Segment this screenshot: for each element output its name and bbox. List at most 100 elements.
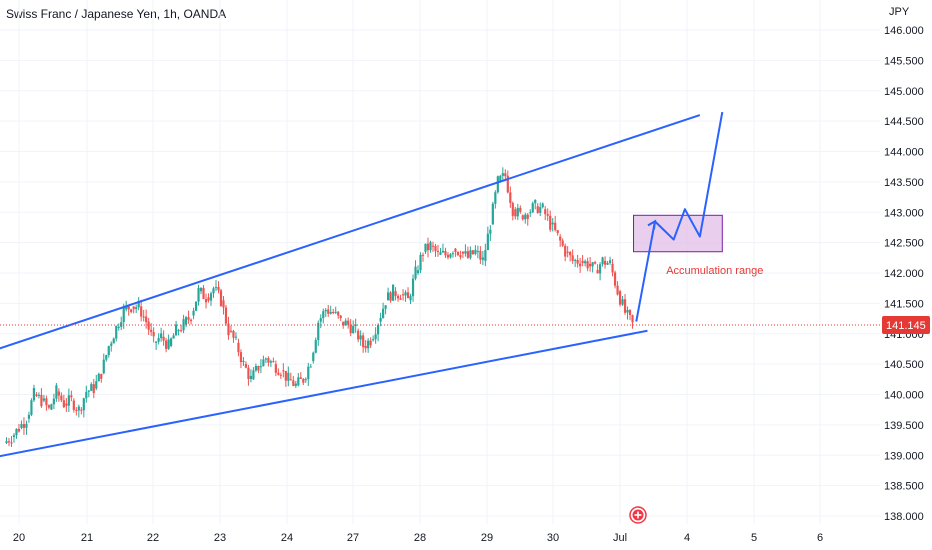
candle-body: [354, 324, 357, 327]
candle-body: [601, 257, 604, 265]
candle-body: [514, 209, 517, 217]
candle-body: [372, 339, 375, 341]
candle-body: [70, 395, 73, 398]
candle-body: [586, 261, 589, 269]
candle-body: [456, 251, 460, 256]
y-tick-label: 143.500: [884, 177, 924, 189]
candle-body: [242, 360, 245, 363]
candle-body: [556, 230, 559, 234]
candle-body: [294, 383, 297, 386]
time-axis[interactable]: 20 21 22 23 24 27 28 29 30 Jul 4 5 6: [13, 532, 823, 544]
candle-body: [312, 352, 315, 362]
candle-body: [479, 250, 482, 260]
y-tick-label: 146.000: [884, 25, 924, 37]
candle-body: [324, 309, 327, 312]
candle-body: [621, 299, 624, 305]
candle-body: [259, 366, 262, 368]
candle-body: [409, 296, 412, 301]
candle-body: [292, 380, 295, 386]
axis-corner: [882, 528, 930, 548]
candle-body: [122, 306, 125, 323]
candle-body: [120, 322, 123, 327]
candle-body: [142, 316, 145, 318]
candle-body: [269, 361, 272, 363]
candle-body: [329, 312, 332, 314]
candle-body: [631, 315, 634, 323]
candle-body: [628, 310, 632, 316]
candle-body: [449, 254, 452, 258]
candle-body: [339, 315, 342, 319]
y-tick-label: 141.500: [884, 298, 924, 310]
candle-body: [5, 441, 8, 444]
candle-body: [30, 400, 33, 415]
candle-body: [559, 236, 562, 241]
candle-body: [287, 372, 290, 381]
candle-body: [589, 263, 592, 267]
candle-body: [80, 409, 83, 411]
candle-body: [87, 390, 90, 392]
price-axis[interactable]: JPY 138.000 138.500 139.000 139.500 140.000 14…: [882, 6, 930, 523]
trendline-lower[interactable]: [0, 329, 648, 459]
candle-body: [464, 251, 467, 254]
candle-body: [506, 175, 509, 193]
candle-body: [414, 266, 417, 279]
candle-body: [509, 192, 512, 203]
projection-path[interactable]: [635, 111, 724, 322]
candle-body: [314, 339, 317, 353]
candle-body: [252, 370, 255, 380]
candle-body: [155, 341, 158, 343]
candle-body: [466, 251, 470, 258]
candle-body: [309, 366, 312, 368]
candle-body: [62, 400, 65, 408]
candle-body: [212, 288, 215, 294]
candle-body: [187, 317, 190, 320]
candle-body: [45, 398, 48, 406]
candle-body: [574, 259, 577, 261]
candle-body: [404, 292, 407, 296]
candle-body: [416, 270, 420, 273]
candle-body: [207, 297, 210, 301]
candle-body: [519, 207, 522, 212]
candle-body: [284, 370, 287, 381]
candle-body: [202, 287, 205, 299]
accumulation-zone[interactable]: [633, 214, 723, 253]
candle-body: [247, 367, 250, 380]
candle-body: [444, 250, 447, 256]
candle-body: [35, 394, 38, 396]
candle-body: [344, 320, 347, 326]
candle-body: [566, 251, 569, 253]
candle-body: [606, 263, 609, 265]
candle-body: [584, 261, 587, 264]
candle-body: [50, 404, 53, 410]
candle-body: [623, 299, 627, 313]
candle-body: [194, 301, 198, 311]
candles: [5, 167, 634, 447]
candle-body: [60, 395, 63, 401]
candle-body: [446, 254, 450, 258]
candle-body: [461, 251, 465, 254]
y-tick-label: 142.000: [884, 268, 924, 280]
candle-body: [399, 298, 402, 300]
x-tick-label: 24: [281, 532, 293, 544]
candle-body: [317, 322, 320, 340]
candle-body: [165, 340, 168, 349]
candle-body: [554, 222, 557, 231]
candle-body: [501, 173, 504, 176]
candle-body: [571, 255, 574, 261]
candle-body: [419, 254, 422, 271]
candle-body: [377, 324, 380, 335]
candle-body: [297, 377, 300, 386]
x-tick-label: 5: [751, 532, 757, 544]
candle-body: [591, 262, 594, 267]
candle-body: [57, 391, 60, 396]
candle-body: [130, 309, 133, 312]
economic-event-icon[interactable]: [629, 506, 647, 524]
trendline-upper[interactable]: [0, 114, 701, 352]
candle-body: [127, 305, 130, 310]
candle-body: [90, 384, 93, 391]
grid: [0, 0, 880, 524]
candle-body: [481, 257, 484, 260]
candle-body: [67, 395, 70, 406]
candle-body: [406, 292, 410, 299]
